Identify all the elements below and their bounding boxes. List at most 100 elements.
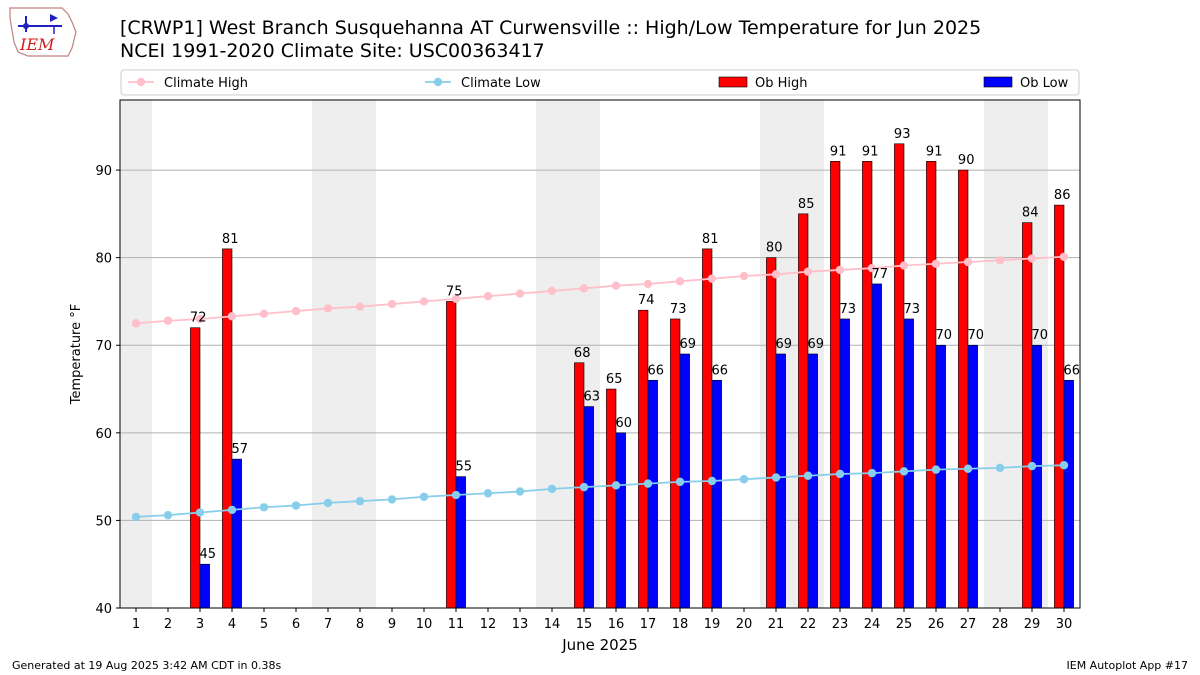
plot-frame (119, 99, 1081, 609)
climate-high-point (515, 289, 525, 298)
ob-low-bar (1031, 344, 1042, 609)
ob-high-bar-label: 81 (702, 232, 719, 247)
y-axis-ticks: 40 50 60 70 80 90 (95, 164, 120, 617)
ob-high-bar (766, 257, 777, 609)
ob-high-bar (638, 309, 649, 609)
ob-low-bar-label: 55 (456, 460, 473, 475)
ob-high-bar (446, 301, 457, 609)
ob-high-bar-label: 72 (190, 311, 207, 326)
x-tick-label: 16 (608, 617, 625, 632)
ob-high-bar-label: 91 (926, 144, 943, 159)
climate-low-point (227, 505, 237, 515)
weekend-band (536, 100, 568, 608)
legend-ob-low-swatch (983, 76, 1013, 88)
generated-timestamp: Generated at 19 Aug 2025 3:42 AM CDT in … (12, 659, 282, 672)
ob-high-bar-label: 91 (830, 144, 847, 159)
ob-low-bar-label: 73 (840, 302, 857, 317)
climate-high-point (995, 256, 1005, 265)
ob-low-bar (807, 353, 818, 609)
climate-low-point (515, 487, 525, 496)
climate-low-point (1027, 461, 1037, 471)
climate-high-point (1059, 252, 1069, 261)
ob-high-bar (222, 248, 233, 609)
observed-bars (190, 143, 1074, 609)
ob-high-bar (926, 161, 937, 609)
weekend-band (312, 100, 344, 608)
ob-high-bar (958, 169, 969, 609)
x-axis-label: June 2025 (561, 636, 638, 654)
app-credit: IEM Autoplot App #17 (1066, 659, 1189, 672)
climate-high-point (899, 261, 909, 270)
climate-low-point (995, 463, 1005, 473)
climate-low-point (579, 482, 589, 492)
x-tick-label: 18 (672, 617, 689, 632)
legend-ob-high-label: Ob High (755, 76, 808, 91)
ob-high-bar-label: 84 (1022, 206, 1039, 221)
climate-low-point (131, 512, 141, 522)
ob-low-bar-label: 69 (680, 337, 697, 352)
ob-low-bar-label: 77 (872, 267, 889, 282)
ob-low-bar-label: 69 (808, 337, 825, 352)
climate-low-point (611, 481, 621, 490)
climate-low-point (291, 501, 301, 510)
climate-high-point (387, 299, 397, 309)
climate-low-point (163, 510, 173, 520)
climate-low-point (419, 492, 429, 501)
climate-high-point (867, 263, 877, 273)
legend-frame (120, 69, 1080, 96)
x-tick-label: 14 (544, 617, 561, 632)
legend: Climate High Climate Low Ob High Ob Low (120, 69, 1080, 96)
x-tick-label: 6 (292, 617, 300, 632)
x-tick-label: 4 (228, 617, 236, 632)
climate-low-point (771, 473, 781, 482)
ob-low-bar (935, 344, 946, 609)
x-tick-label: 1 (132, 617, 140, 632)
legend-climate-high-swatch-marker (136, 77, 146, 87)
x-tick-label: 24 (864, 617, 881, 632)
climate-high-point (547, 286, 557, 296)
climate-high-point (579, 284, 589, 293)
climate-low-point (1059, 461, 1069, 470)
climate-low-point (387, 495, 397, 504)
chart-title: [CRWP1] West Branch Susquehanna AT Curwe… (120, 17, 982, 39)
climate-high-point (963, 257, 973, 267)
ob-high-bar-label: 85 (798, 197, 815, 212)
x-tick-label: 8 (356, 617, 364, 632)
ob-high-bar (1022, 222, 1033, 609)
ob-high-bar-label: 90 (958, 153, 975, 168)
ob-high-bar-label: 68 (574, 346, 591, 361)
climate-high-point (931, 259, 941, 268)
logo-text: IEM (19, 35, 55, 54)
climate-low-point (675, 477, 685, 487)
ob-low-bar-label: 66 (648, 363, 665, 378)
ob-low-bar (839, 318, 850, 609)
ob-low-bar (1063, 379, 1074, 609)
ob-low-bar-label: 45 (200, 547, 217, 562)
ob-low-bar-label: 57 (232, 442, 249, 457)
ob-high-bar (702, 248, 713, 609)
climate-low-point (963, 464, 973, 473)
ob-low-bar (615, 432, 626, 609)
x-tick-label: 15 (576, 617, 593, 632)
x-tick-label: 11 (448, 617, 465, 632)
x-tick-label: 5 (260, 617, 268, 632)
legend-climate-low-swatch-marker (433, 77, 443, 87)
climate-high-point (291, 306, 301, 316)
climate-high-point (323, 304, 333, 313)
ob-high-bar-label: 93 (894, 127, 911, 142)
climate-low-point (643, 479, 653, 488)
x-tick-label: 3 (196, 617, 204, 632)
ob-high-bar-label: 75 (446, 284, 463, 299)
climate-high-point (419, 297, 429, 306)
climate-low-point (259, 503, 269, 512)
ob-low-bar (583, 406, 594, 609)
ob-low-bar-label: 66 (712, 363, 729, 378)
legend-climate-low-label: Climate Low (461, 76, 541, 91)
ob-high-bar-label: 91 (862, 144, 879, 159)
climate-high-point (195, 314, 205, 324)
climate-low-point (739, 475, 749, 484)
climate-low-point (867, 468, 877, 478)
x-tick-label: 21 (768, 617, 785, 632)
weekend-band (120, 100, 152, 608)
